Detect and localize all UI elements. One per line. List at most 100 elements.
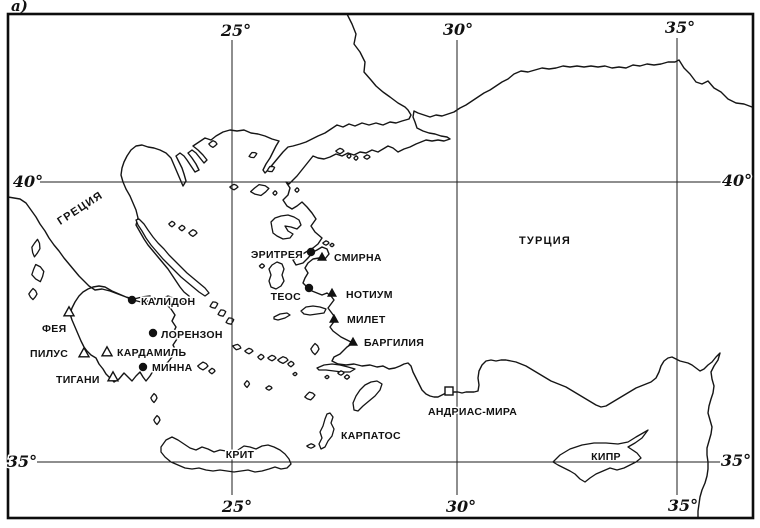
small-island [294,187,300,193]
small-island [188,229,198,238]
small-island [150,392,158,404]
site-label-minna: МИННА [152,362,193,374]
meridian-label-top-35e: 35° [665,18,695,37]
marker-layer [62,247,454,396]
small-island [178,224,186,232]
meridian-label-top-25e: 25° [220,21,251,40]
small-island [208,140,218,149]
island-rhodes [352,380,383,412]
marker-open-triangle-pilus [77,346,91,358]
site-label-tigani: ТИГАНИ [56,374,100,386]
small-island [337,370,345,376]
small-island [31,238,41,258]
figure-label: а) [11,0,28,15]
site-label-andrias-mira: АНДРИАС-МИРА [428,406,517,418]
marker-triangle-notium [327,287,337,297]
site-label-pilus: ПИЛУС [30,348,68,360]
marker-circle-minna [138,362,148,372]
parallel-label-right-40n: 40° [722,171,752,190]
small-island [258,263,266,269]
marker-circle-kalidon [127,295,137,305]
island-label-krit: КРИТ [226,449,255,461]
parallel-label-right-35n: 35° [721,451,751,470]
island-label-kipr: КИПР [591,451,621,463]
island-chios [268,261,285,290]
small-island [244,347,254,355]
island-lesbos [270,214,302,240]
island-samos [300,305,327,316]
small-island [267,354,277,362]
map-frame [6,12,755,520]
small-island [257,353,265,361]
small-island [353,155,359,161]
site-label-milet: МИЛЕТ [347,314,386,326]
small-islands [28,140,371,449]
region-label-turtsiya: ТУРЦИЯ [519,235,571,247]
small-island [343,374,351,380]
small-island [324,374,330,380]
small-island [346,153,352,159]
coastlines [7,13,753,519]
marker-open-square-andrias-mira [444,386,454,396]
small-island [292,371,298,377]
small-island [329,242,335,248]
small-island [153,414,161,426]
small-island [287,360,295,368]
small-island [363,154,371,160]
meridian-label-bottom-35e: 35° [668,496,698,515]
parallel-label-left-35n: 35° [7,452,37,471]
site-label-feya: ФЕЯ [42,323,66,335]
small-island [277,356,289,365]
region-label-gretsiya: ГРЕЦИЯ [55,189,105,227]
small-island [322,240,330,246]
island-euboea [135,218,210,297]
small-island [232,343,242,351]
island-label-karpatos: КАРПАТОС [341,430,401,442]
island-ikaria [273,312,291,321]
small-island [304,391,316,401]
small-island [306,443,316,449]
small-island [248,151,258,159]
site-label-bargiliya: БАРГИЛИЯ [364,337,424,349]
island-cyprus [552,429,649,483]
island-crete [160,436,292,473]
coast-anatolia [282,59,753,519]
coast-europe [7,13,412,383]
marker-triangle-milet [329,313,339,323]
meridian-label-bottom-30e: 30° [446,497,476,516]
small-island [249,183,270,197]
island-kos [316,363,356,373]
site-label-lorenzon: ЛОРЕНЗОН [161,329,223,341]
small-island [31,263,45,283]
marker-triangle-bargiliya [348,336,358,346]
grid-layer [37,38,723,495]
site-label-notium: НОТИУМ [346,289,393,301]
marker-circle-lorenzon [148,328,158,338]
site-label-eritreya: ЭРИТРЕЯ [251,249,303,261]
island-karpathos [318,412,335,450]
small-island [225,317,235,325]
label-layer: 25° 25° 30° 30° 35° 35° 40° 40° 35° 35° ГРЕЦИЯ ТУРЦ… [5,17,753,518]
small-island [265,385,273,391]
small-island [266,165,276,173]
marker-open-triangle-tigani [106,370,120,382]
site-label-teos: ТЕОС [271,291,301,303]
small-island [208,367,216,375]
small-island [209,301,219,309]
small-island [310,342,320,356]
marker-circle-eritreya [306,247,316,257]
small-island [168,220,176,228]
small-island [243,380,251,389]
parallel-label-left-40n: 40° [13,172,43,191]
marker-circle-teos [304,283,314,293]
small-island [229,183,239,191]
small-island [28,287,38,301]
marker-triangle-smirna [317,251,327,261]
site-label-smirna: СМИРНА [334,252,382,264]
meridian-label-top-30e: 30° [443,20,473,39]
marker-open-triangle-kardamil [100,345,114,357]
site-label-kalidon: КАЛИДОН [141,296,195,308]
small-island [335,147,345,155]
